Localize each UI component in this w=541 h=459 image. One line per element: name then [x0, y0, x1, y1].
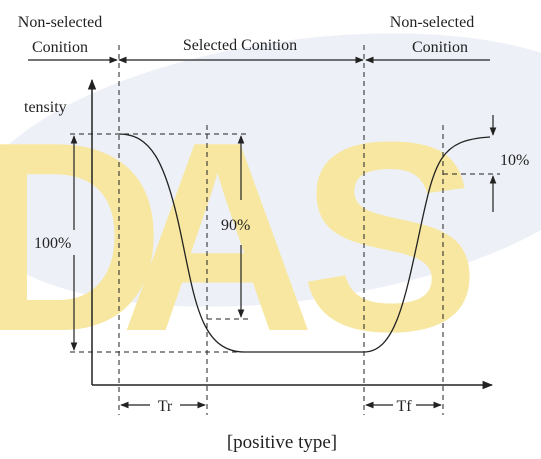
- label-tr: Tr: [158, 398, 173, 415]
- label-left-condition-line2: Conition: [32, 39, 88, 56]
- label-right-condition-line2: Conition: [412, 39, 468, 56]
- response-curve: [118, 133, 491, 353]
- label-tf: Tf: [396, 398, 412, 415]
- label-right-condition-line1: Non-selected: [390, 14, 474, 31]
- watermark-letter-a: A: [120, 87, 315, 388]
- watermark-swoosh: [0, 33, 541, 307]
- label-y-axis: tensity: [24, 99, 67, 116]
- dashed-guides: [70, 45, 500, 415]
- label-left-condition-line1: Non-selected: [18, 14, 102, 31]
- label-100-percent: 100%: [34, 235, 71, 252]
- label-middle-condition: Selected Conition: [183, 37, 297, 54]
- label-10-percent: 10%: [500, 152, 529, 169]
- watermark-letter-s: S: [300, 87, 480, 388]
- caption: [positive type]: [227, 432, 337, 453]
- watermark: D A S: [0, 33, 541, 388]
- label-90-percent: 90%: [221, 217, 250, 234]
- watermark-letter-d: D: [0, 87, 165, 388]
